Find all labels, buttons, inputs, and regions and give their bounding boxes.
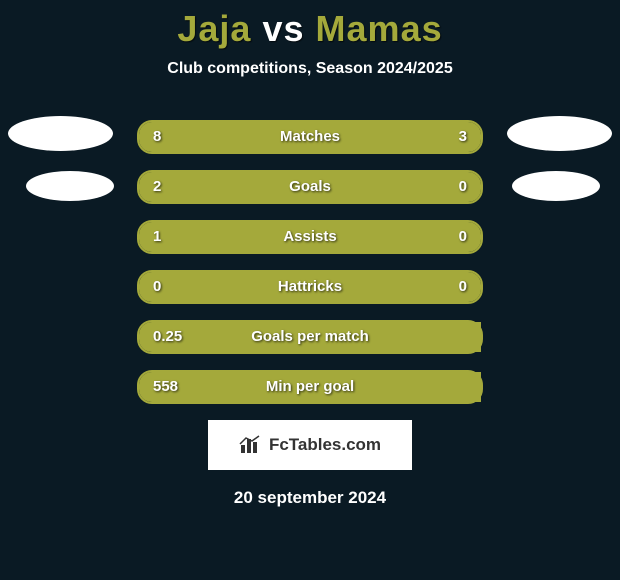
stats-area: 8Matches32Goals01Assists00Hattricks00.25… [0, 116, 620, 404]
stat-row: 558Min per goal [137, 370, 483, 404]
stat-label: Goals [139, 172, 481, 202]
stat-label: Hattricks [139, 272, 481, 302]
stats-rows: 8Matches32Goals01Assists00Hattricks00.25… [137, 116, 483, 404]
player1-name: Jaja [177, 8, 251, 49]
stat-value-right: 3 [459, 122, 467, 152]
competition-subtitle: Club competitions, Season 2024/2025 [0, 60, 620, 78]
stat-row: 2Goals0 [137, 170, 483, 204]
fctables-logo[interactable]: FcTables.com [208, 420, 412, 470]
club-badge-right-primary [507, 116, 612, 151]
stat-value-right: 0 [459, 272, 467, 302]
stat-label: Assists [139, 222, 481, 252]
vs-label: vs [262, 8, 304, 49]
stat-row: 0.25Goals per match [137, 320, 483, 354]
club-badge-right-secondary [512, 171, 600, 201]
stat-row: 1Assists0 [137, 220, 483, 254]
stat-value-right: 0 [459, 222, 467, 252]
club-badge-left-primary [8, 116, 113, 151]
stat-value-right: 0 [459, 172, 467, 202]
stat-row: 0Hattricks0 [137, 270, 483, 304]
snapshot-date: 20 september 2024 [0, 488, 620, 508]
comparison-title: Jaja vs Mamas [0, 0, 620, 50]
stat-label: Goals per match [139, 322, 481, 352]
club-badge-left-secondary [26, 171, 114, 201]
stat-row: 8Matches3 [137, 120, 483, 154]
player2-name: Mamas [316, 8, 443, 49]
bar-chart-icon [239, 435, 263, 455]
stat-label: Matches [139, 122, 481, 152]
stat-label: Min per goal [139, 372, 481, 402]
logo-text: FcTables.com [269, 435, 381, 455]
